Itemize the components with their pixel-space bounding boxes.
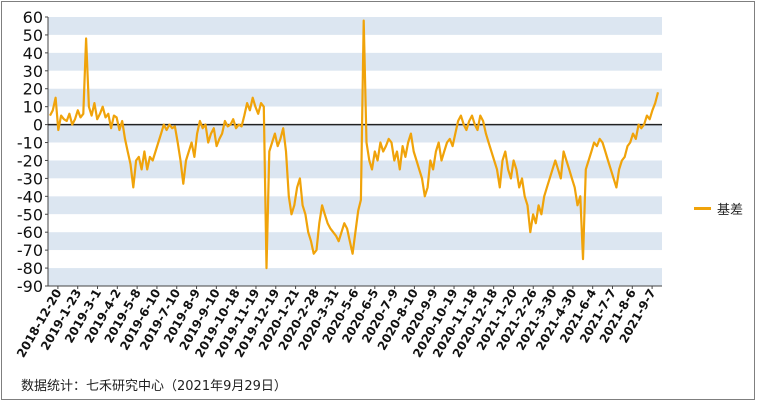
y-tick-label: 60 bbox=[23, 8, 43, 27]
grid-band bbox=[48, 268, 662, 286]
grid-band bbox=[48, 34, 662, 53]
grid-band bbox=[48, 214, 662, 233]
series-line-basis bbox=[49, 19, 660, 270]
source-note: 数据统计：七禾研究中心（2021年9月29日） bbox=[21, 379, 287, 394]
legend-swatch bbox=[694, 207, 711, 210]
grid-band bbox=[48, 70, 662, 89]
grid-band bbox=[48, 250, 662, 269]
y-tick-label: -80 bbox=[17, 259, 43, 278]
y-tick-label: -60 bbox=[17, 223, 43, 242]
y-tick-label: -30 bbox=[17, 169, 43, 188]
y-tick-label: -10 bbox=[17, 134, 43, 153]
y-tick-label: 10 bbox=[23, 98, 43, 117]
y-tick-label: 40 bbox=[23, 44, 43, 63]
legend: 基差 bbox=[694, 199, 743, 218]
grid-band bbox=[48, 52, 662, 71]
y-tick-label: -70 bbox=[17, 241, 43, 260]
y-tick-label: 20 bbox=[23, 80, 43, 99]
grid-band bbox=[48, 142, 662, 161]
y-tick-label: -50 bbox=[17, 205, 43, 224]
grid-band bbox=[48, 88, 662, 107]
grid-band bbox=[48, 17, 662, 35]
grid-bands bbox=[48, 17, 662, 286]
y-tick-label: -40 bbox=[17, 187, 43, 206]
y-tick-label: -20 bbox=[17, 151, 43, 170]
grid-band bbox=[48, 106, 662, 125]
legend-label: 基差 bbox=[717, 203, 744, 218]
grid-band bbox=[48, 124, 662, 143]
y-tick-label: 0 bbox=[33, 116, 43, 135]
y-tick-label: 50 bbox=[23, 26, 43, 45]
grid-band bbox=[48, 196, 662, 215]
y-tick-label: 30 bbox=[23, 62, 43, 81]
y-tick-label: -90 bbox=[17, 277, 43, 296]
x-axis-ticks: 2018-12-202019-1-232019-3-12019-4-22019-… bbox=[14, 286, 659, 360]
grid-band bbox=[48, 178, 662, 197]
